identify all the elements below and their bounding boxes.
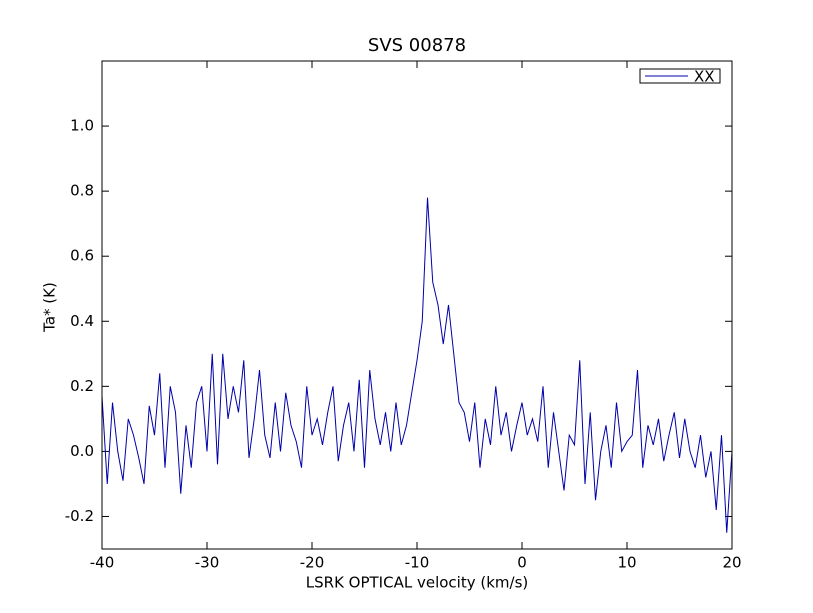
x-tick-label: -30 [195,554,220,572]
legend-label: XX [694,68,715,86]
x-tick-label: 20 [722,554,741,572]
y-tick-label: 0.6 [70,247,94,265]
y-axis-label: Ta* (K) [41,282,59,333]
y-tick-label: 0.0 [70,442,94,460]
x-tick-label: 10 [617,554,636,572]
x-tick-label: -10 [405,554,430,572]
y-tick-label: 0.4 [70,312,94,330]
x-tick-label: -40 [90,554,115,572]
chart-title: SVS 00878 [368,35,466,56]
y-tick-label: -0.2 [65,507,94,525]
x-tick-label: -20 [300,554,325,572]
y-tick-label: 1.0 [70,117,94,135]
y-tick-label: 0.8 [70,182,94,200]
data-line [101,197,733,533]
x-axis-label: LSRK OPTICAL velocity (km/s) [306,574,528,592]
x-tick-label: 0 [517,554,527,572]
plot-frame [101,60,733,550]
y-tick-label: 0.2 [70,377,94,395]
